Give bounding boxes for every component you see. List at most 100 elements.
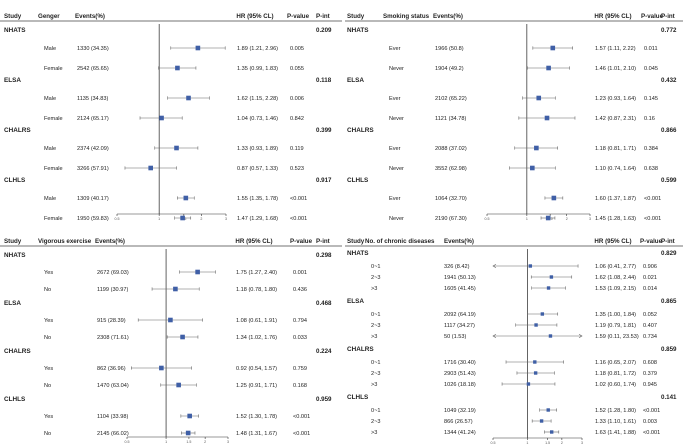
row-p-value: 0.003: [643, 419, 657, 425]
row-subgroup-label: Never: [389, 216, 404, 222]
group-p-int: 0.859: [661, 346, 677, 353]
header-pvalue: P-value: [640, 238, 663, 245]
row-events: 1121 (34.78): [435, 116, 466, 122]
group-p-int: 0.772: [661, 27, 677, 34]
hr-point-box: [551, 195, 557, 201]
header-pint: P-int: [661, 13, 675, 20]
row-events: 1117 (34.27): [444, 323, 475, 329]
row-p-value: <0.001: [643, 408, 660, 414]
row-hr-ci: 1.25 (0.91, 1.71): [236, 383, 277, 389]
row-p-value: 0.16: [644, 116, 655, 122]
row-hr-ci: 1.04 (0.73, 1.46): [237, 116, 278, 122]
row-events: 3552 (62.98): [435, 166, 467, 172]
row-p-value: 0.021: [643, 275, 657, 281]
forest-svg-chronic-diseases: Study No. of chronic diseases Events(%) HR …: [345, 238, 683, 445]
row-subgroup-label: 0~1: [371, 408, 381, 414]
row-subgroup-label: Male: [44, 96, 56, 102]
hr-point-box: [539, 419, 544, 423]
group-p-int: 0.829: [661, 250, 677, 257]
group-study-label: CHALRS: [4, 127, 31, 134]
header-pint: P-int: [316, 13, 330, 20]
header-pvalue: P-value: [641, 13, 664, 20]
hr-point-box: [546, 408, 550, 412]
hr-point-box: [195, 269, 200, 275]
row-p-value: <0.001: [644, 216, 661, 222]
row-hr-ci: 1.59 (0.11, 23.53): [595, 334, 639, 340]
row-subgroup-label: Never: [389, 66, 404, 72]
row-p-value: 0.033: [293, 335, 307, 341]
row-p-value: 0.011: [644, 46, 658, 52]
row-p-value: 0.005: [290, 46, 304, 52]
row-subgroup-label: Yes: [44, 318, 53, 324]
header-study: Study: [4, 13, 22, 20]
row-hr-ci: 1.06 (0.41, 2.77): [595, 264, 636, 270]
row-p-value: 0.638: [644, 166, 658, 172]
group-study-label: ELSA: [347, 298, 364, 305]
row-p-value: <0.001: [290, 216, 307, 222]
hr-point-box: [549, 430, 554, 434]
hr-point-box: [540, 312, 545, 316]
group-study-label: NHATS: [347, 27, 369, 34]
row-events: 1904 (49.2): [435, 66, 464, 72]
row-subgroup-label: Ever: [389, 96, 401, 102]
x-axis-tick-label: 1: [165, 440, 167, 444]
group-study-label: CHALRS: [347, 127, 374, 134]
header-events: Events(%): [95, 238, 125, 245]
x-axis-tick-label: 3: [227, 440, 229, 444]
row-subgroup-label: >3: [371, 334, 377, 340]
row-hr-ci: 1.34 (1.02, 1.76): [236, 335, 277, 341]
x-axis-tick-label: 0.5: [491, 441, 496, 445]
row-hr-ci: 1.60 (1.37, 1.87): [595, 196, 636, 202]
row-hr-ci: 1.45 (1.28, 1.63): [595, 216, 636, 222]
row-hr-ci: 1.48 (1.31, 1.67): [236, 431, 277, 437]
header-group: Genger: [38, 13, 60, 20]
row-events: 2308 (71.61): [97, 335, 129, 341]
row-p-value: <0.001: [643, 430, 660, 436]
header-pint: P-int: [316, 238, 330, 245]
x-axis-tick-label: 2: [561, 441, 563, 445]
x-axis-tick-label: 2: [200, 217, 202, 221]
hr-point-box: [186, 95, 191, 101]
row-events: 1470 (63.04): [97, 383, 129, 389]
x-axis-tick-label: 1: [526, 217, 528, 221]
group-p-int: 0.917: [316, 177, 332, 184]
row-subgroup-label: Yes: [44, 414, 53, 420]
x-axis-tick-label: 2: [566, 217, 568, 221]
row-events: 2672 (69.03): [97, 270, 129, 276]
hr-point-box: [168, 317, 173, 323]
header-events: Events(%): [433, 13, 463, 20]
row-events: 2190 (67.30): [435, 216, 467, 222]
row-subgroup-label: Ever: [389, 146, 401, 152]
row-p-value: 0.168: [293, 383, 307, 389]
row-hr-ci: 1.19 (0.79, 1.81): [595, 323, 636, 329]
row-subgroup-label: Never: [389, 116, 404, 122]
x-axis-tick-label: 1: [526, 441, 528, 445]
row-p-value: 0.436: [293, 287, 307, 293]
row-events: 2374 (42.09): [77, 146, 109, 152]
row-p-value: 0.608: [643, 360, 657, 366]
row-subgroup-label: No: [44, 335, 51, 341]
x-axis-tick-label: 1: [158, 217, 160, 221]
x-axis-tick-label: 0.5: [115, 217, 120, 221]
row-events: 1049 (32.19): [444, 408, 476, 414]
row-hr-ci: 1.33 (1.10, 1.61): [595, 419, 636, 425]
row-subgroup-label: >3: [371, 430, 377, 436]
row-subgroup-label: Yes: [44, 270, 53, 276]
row-hr-ci: 1.89 (1.21, 2.96): [237, 46, 278, 52]
x-axis-tick-label: 1.5: [186, 440, 191, 444]
hr-point-box: [174, 145, 179, 151]
row-events: 1199 (30.97): [97, 287, 128, 293]
row-subgroup-label: Yes: [44, 366, 53, 372]
row-events: 1330 (34.35): [77, 46, 109, 52]
row-hr-ci: 1.10 (0.74, 1.64): [595, 166, 636, 172]
row-p-value: 0.001: [293, 270, 307, 276]
row-subgroup-label: 2~3: [371, 371, 381, 377]
group-p-int: 0.298: [316, 252, 332, 259]
hr-point-box: [534, 145, 539, 151]
hr-point-box: [548, 334, 553, 338]
group-p-int: 0.141: [661, 394, 677, 401]
group-study-label: CHALRS: [347, 346, 374, 353]
group-p-int: 0.224: [316, 348, 332, 355]
row-events: 2903 (51.43): [444, 371, 476, 377]
row-hr-ci: 1.62 (1.15, 2.28): [237, 96, 278, 102]
